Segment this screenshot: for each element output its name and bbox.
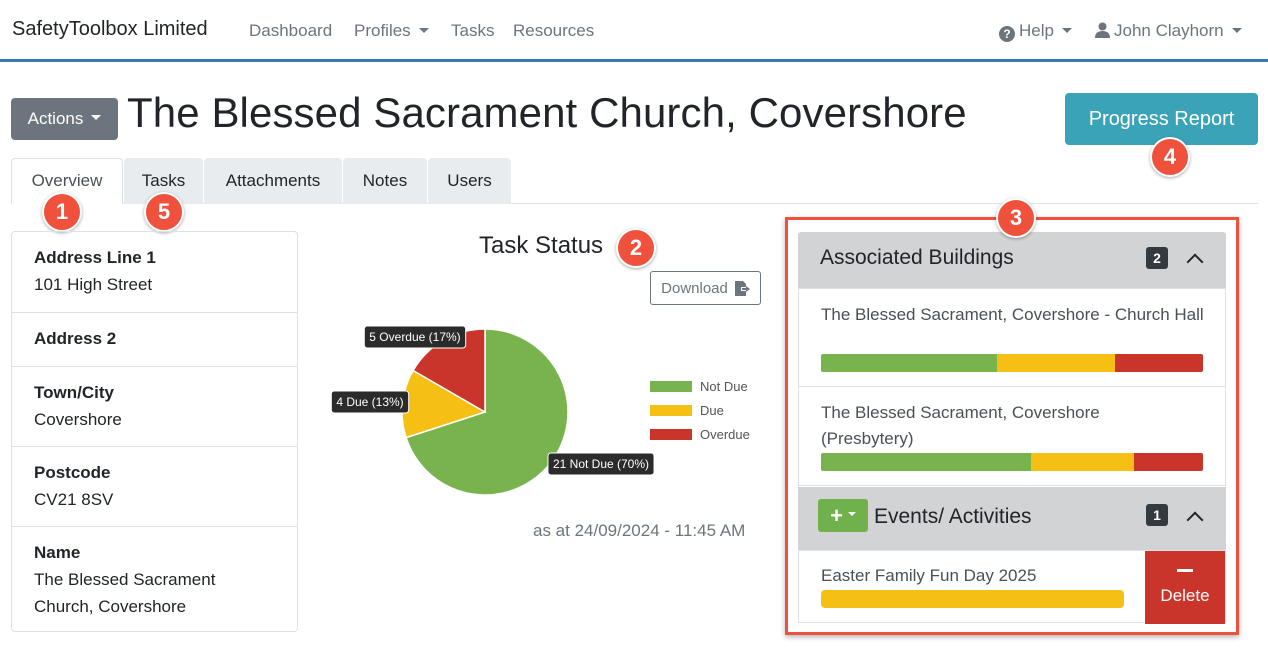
svg-text:4 Due (13%): 4 Due (13%) (336, 395, 403, 409)
pie-label-not-due: 21 Not Due (70%) (547, 452, 655, 476)
event-name[interactable]: Easter Family Fun Day 2025 (821, 566, 1037, 585)
legend-label-due: Due (700, 403, 724, 418)
download-button[interactable]: Download (650, 271, 761, 305)
chevron-down-icon (1231, 27, 1242, 33)
question-circle-icon: ? (999, 26, 1015, 42)
progress-report-button[interactable]: Progress Report (1065, 93, 1258, 145)
as-at-timestamp: as at 24/09/2024 - 11:45 AM (533, 521, 746, 540)
nav-profiles-label: Profiles (354, 21, 411, 40)
chevron-down-icon (91, 115, 102, 120)
overdue-segment (1115, 354, 1203, 372)
pie-label-due: 4 Due (13%) (330, 390, 410, 414)
chevron-down-icon (418, 27, 429, 33)
chevron-down-icon (847, 512, 856, 516)
event-item[interactable]: Easter Family Fun Day 2025 Delete (798, 550, 1226, 624)
due-segment (1031, 453, 1135, 471)
address-2-item: Address 2 (12, 312, 297, 366)
address-details-list: Address Line 1 101 High Street Address 2… (11, 231, 298, 632)
tab-users[interactable]: Users (428, 158, 511, 204)
town-city-item: Town/City Covershore (12, 366, 297, 446)
postcode-value: CV21 8SV (34, 490, 114, 509)
minus-icon (1177, 569, 1193, 572)
not-due-segment (821, 354, 997, 372)
svg-text:5 Overdue (17%): 5 Overdue (17%) (369, 330, 460, 344)
actions-label: Actions (27, 109, 84, 128)
building-name[interactable]: The Blessed Sacrament, Covershore (Presb… (821, 403, 1100, 448)
legend-swatch-not-due (650, 381, 692, 392)
help-menu[interactable]: ? Help (999, 21, 1072, 42)
user-name: John Clayhorn (1114, 21, 1224, 40)
plus-icon: + (830, 502, 843, 528)
nav-tasks[interactable]: Tasks (451, 21, 495, 40)
building-task-status-bar (821, 354, 1203, 372)
town-city-label: Town/City (34, 383, 114, 402)
building-item[interactable]: The Blessed Sacrament, Covershore (Presb… (798, 386, 1226, 486)
chevron-up-icon[interactable] (1186, 253, 1204, 271)
page-title: The Blessed Sacrament Church, Covershore (127, 89, 967, 136)
due-segment (821, 590, 1124, 608)
postcode-item: Postcode CV21 8SV (12, 446, 297, 526)
event-task-status-bar (821, 590, 1124, 608)
pie-label-overdue: 5 Overdue (17%) (363, 325, 467, 349)
user-icon (1095, 22, 1110, 38)
legend-label-not-due: Not Due (700, 379, 748, 394)
actions-button[interactable]: Actions (11, 98, 118, 140)
tab-attachments[interactable]: Attachments (204, 158, 342, 204)
overdue-segment (1134, 453, 1203, 471)
address-line-1-label: Address Line 1 (34, 248, 156, 267)
name-item: Name The Blessed Sacrament Church, Cover… (12, 526, 297, 631)
delete-label: Delete (1160, 586, 1210, 605)
tab-notes[interactable]: Notes (343, 158, 427, 204)
due-segment (996, 354, 1116, 372)
address-line-1-item: Address Line 1 101 High Street (12, 232, 297, 312)
buildings-events-panel: Associated Buildings 2 The Blessed Sacra… (785, 217, 1239, 635)
events-count: 1 (1146, 504, 1168, 526)
callout-badge-2: 2 (616, 228, 656, 268)
legend-swatch-overdue (650, 429, 692, 440)
nav-profiles[interactable]: Profiles (354, 21, 429, 41)
callout-badge-4: 4 (1150, 137, 1190, 177)
add-event-button[interactable]: + (818, 499, 868, 532)
brand-logo[interactable]: SafetyToolbox Limited (12, 18, 208, 40)
associated-buildings-count: 2 (1146, 247, 1168, 269)
nav-resources[interactable]: Resources (513, 21, 595, 40)
nav-dashboard[interactable]: Dashboard (249, 21, 333, 40)
task-status-title: Task Status (479, 232, 604, 259)
building-item[interactable]: The Blessed Sacrament, Covershore - Chur… (798, 288, 1226, 387)
building-task-status-bar (821, 453, 1203, 471)
address-line-1-value: 101 High Street (34, 275, 153, 294)
events-activities-title: Events/ Activities (874, 505, 1032, 528)
user-menu[interactable]: John Clayhorn (1095, 21, 1242, 41)
building-name[interactable]: The Blessed Sacrament, Covershore - Chur… (821, 305, 1204, 324)
callout-badge-1: 1 (42, 192, 82, 232)
callout-badge-3: 3 (996, 198, 1036, 238)
events-activities-header[interactable]: + Events/ Activities 1 (798, 487, 1226, 550)
chevron-up-icon[interactable] (1186, 511, 1204, 529)
file-export-icon (734, 280, 750, 296)
svg-text:21 Not Due (70%): 21 Not Due (70%) (553, 457, 649, 471)
download-label: Download (661, 279, 728, 297)
associated-buildings-header[interactable]: Associated Buildings 2 (798, 232, 1226, 288)
legend-swatch-due (650, 405, 692, 416)
tabs-divider (11, 203, 1258, 204)
not-due-segment (821, 453, 1032, 471)
town-city-value: Covershore (34, 410, 122, 429)
callout-badge-5: 5 (144, 192, 184, 232)
chevron-down-icon (1061, 27, 1072, 33)
help-label: Help (1019, 21, 1054, 40)
legend-label-overdue: Overdue (700, 427, 750, 442)
address-2-label: Address 2 (34, 329, 117, 348)
associated-buildings-title: Associated Buildings (820, 246, 1014, 269)
delete-event-button[interactable]: Delete (1145, 551, 1225, 624)
name-value: The Blessed Sacrament Church, Covershore (34, 570, 216, 616)
postcode-label: Postcode (34, 463, 111, 482)
name-label: Name (34, 543, 81, 562)
task-status-pie-chart: 21 Not Due (70%) 4 Due (13%) 5 Overdue (17… (330, 325, 750, 496)
top-navbar: SafetyToolbox Limited Dashboard Profiles… (0, 0, 1268, 62)
